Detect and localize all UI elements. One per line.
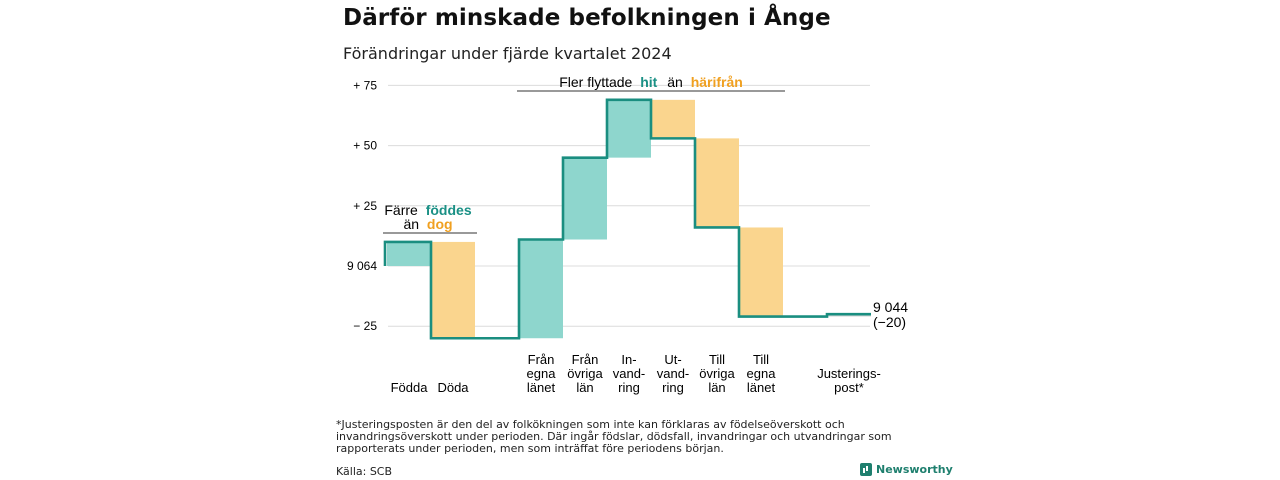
footnote: *Justeringsposten är den del av folkökni…	[336, 418, 892, 455]
newsworthy-logo-icon	[860, 463, 872, 476]
x-category-label-line: Till	[709, 352, 725, 367]
x-category-label-line: Döda	[437, 380, 469, 395]
chart-subtitle: Förändringar under fjärde kvartalet 2024	[343, 44, 672, 63]
end-value-label: 9 044	[873, 299, 908, 315]
x-category-label: Ut-vand-ring	[657, 352, 690, 395]
y-tick-label: + 25	[353, 199, 377, 213]
waterfall-bar	[739, 227, 783, 317]
deaths-annotation-highlight: dog	[427, 216, 453, 232]
y-tick-label: − 25	[353, 319, 377, 333]
svg-text:Fler flyttade hit: Fler flyttade hit än härifrån	[559, 74, 743, 90]
waterfall-bar	[431, 241, 475, 339]
brand: Newsworthy	[860, 463, 953, 476]
waterfall-bar	[651, 99, 695, 139]
x-category-label: Döda	[437, 380, 469, 395]
births-annotation-highlight: föddes	[426, 202, 472, 218]
waterfall-bar	[607, 99, 651, 158]
x-category-label-line: vand-	[657, 366, 690, 381]
waterfall-step-line	[383, 98, 871, 340]
births-annotation-text: Färre	[384, 202, 418, 218]
x-category-label: In-vand-ring	[613, 352, 646, 395]
x-category-label-line: ring	[662, 380, 684, 395]
x-category-label-line: In-	[621, 352, 636, 367]
x-category-label: Från övriga län	[567, 352, 603, 395]
x-category-label-line: Från	[572, 352, 599, 367]
x-category-label-line: egna	[527, 366, 557, 381]
births-annotation-text-2: än	[403, 216, 419, 232]
svg-text:Färre föddes: Färre föddes	[384, 202, 471, 218]
brand-name: Newsworthy	[876, 463, 953, 476]
migration-annotation-text-2: än	[667, 74, 683, 90]
x-category-label-line: länet	[527, 380, 556, 395]
x-category-label-line: Justerings-	[817, 366, 881, 381]
x-category-label-line: övriga	[567, 366, 603, 381]
x-category-label-line: vand-	[613, 366, 646, 381]
x-category-label: Till egna länet	[747, 352, 777, 395]
chart-title: Därför minskade befolkningen i Ånge	[343, 5, 831, 31]
waterfall-bar	[695, 138, 739, 228]
x-category-label-line: post*	[834, 380, 864, 395]
x-category-label-line: övriga	[699, 366, 735, 381]
waterfall-bar	[387, 241, 431, 266]
x-category-label: Justerings-post*	[817, 366, 881, 395]
migration-annotation-highlight-in: hit	[640, 74, 657, 90]
migration-annotation: Fler flyttade hit än härifrån	[517, 74, 785, 92]
x-category-label: Till övriga län	[699, 352, 735, 395]
end-change-label: (−20)	[873, 314, 906, 330]
waterfall-bar	[519, 239, 563, 339]
svg-text:än dog: än dog	[403, 216, 452, 232]
x-category-label-line: Ut-	[664, 352, 681, 367]
source-label: Källa: SCB	[336, 465, 393, 478]
x-category-label-line: Från	[528, 352, 555, 367]
x-category-label: Från egna länet	[527, 352, 557, 395]
x-category-label-line: län	[708, 380, 725, 395]
x-category-label-line: ring	[618, 380, 640, 395]
x-category-label-line: Födda	[391, 380, 429, 395]
y-tick-label: 9 064	[347, 259, 377, 273]
y-tick-label: + 75	[353, 78, 377, 92]
births-annotation: Färre föddes än dog	[383, 202, 477, 234]
waterfall-bar	[563, 157, 607, 240]
y-tick-label: + 50	[353, 139, 377, 153]
x-category-label-line: länet	[747, 380, 776, 395]
migration-annotation-text: Fler flyttade	[559, 74, 632, 90]
x-category-label: Födda	[391, 380, 429, 395]
x-category-label-line: egna	[747, 366, 777, 381]
x-category-label-line: Till	[753, 352, 769, 367]
x-category-label-line: län	[576, 380, 593, 395]
migration-annotation-highlight-out: härifrån	[691, 74, 743, 90]
